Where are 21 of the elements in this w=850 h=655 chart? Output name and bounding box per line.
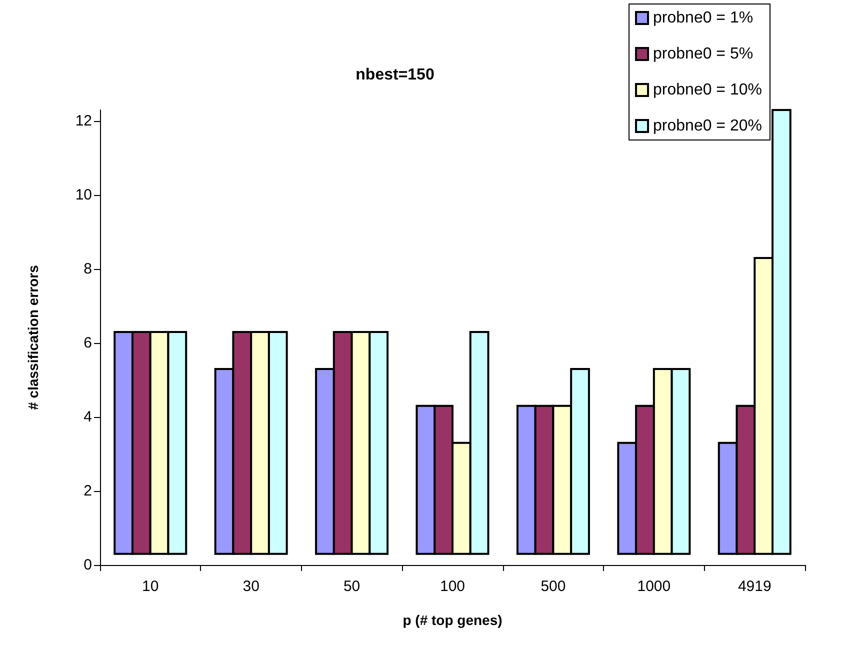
y-axis-title: # classification errors [25,264,41,410]
y-tick-label: 12 [75,112,92,130]
y-tick-label: 0 [84,556,92,574]
x-tick-label: 1000 [637,578,671,595]
y-tick-label: 4 [84,408,92,426]
legend-label: probne0 = 10% [653,82,762,98]
x-tick-label: 4919 [738,578,772,595]
legend-label: probne0 = 1% [653,10,754,26]
y-tick-label: 6 [84,334,92,352]
chart-title: nbest=150 [356,66,434,84]
x-tick-label: 100 [440,578,466,595]
y-tick-label: 2 [84,482,92,500]
legend-label: probne0 = 5% [653,46,754,62]
x-tick-label: 50 [343,578,360,595]
legend-label: probne0 = 20% [653,118,762,134]
x-tick-label: 10 [142,578,159,595]
y-tick-label: 8 [84,260,92,278]
x-tick-label: 30 [242,578,260,595]
x-tick-label: 500 [540,578,566,595]
y-tick-label: 10 [75,186,92,204]
x-axis-title: p (# top genes) [402,612,502,628]
